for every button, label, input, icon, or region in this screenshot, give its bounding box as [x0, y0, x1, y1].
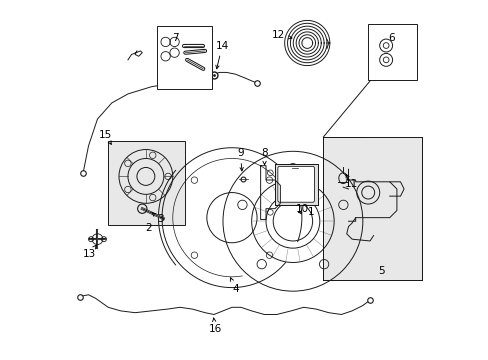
Text: 6: 6: [387, 33, 394, 43]
Text: 13: 13: [83, 245, 96, 258]
FancyBboxPatch shape: [156, 26, 212, 89]
Text: 7: 7: [172, 33, 178, 43]
Text: 5: 5: [377, 266, 384, 276]
FancyBboxPatch shape: [367, 24, 416, 80]
Text: 11: 11: [344, 175, 357, 189]
Text: 8: 8: [261, 148, 267, 165]
Text: 2: 2: [145, 224, 151, 233]
FancyBboxPatch shape: [274, 164, 317, 205]
Text: 12: 12: [271, 30, 291, 40]
Text: 3: 3: [152, 212, 163, 224]
Text: 10: 10: [295, 204, 308, 214]
Text: 4: 4: [230, 278, 238, 294]
Text: 16: 16: [208, 318, 221, 334]
Text: 1: 1: [298, 207, 313, 217]
FancyBboxPatch shape: [108, 140, 185, 225]
FancyBboxPatch shape: [277, 166, 314, 202]
Polygon shape: [323, 137, 421, 280]
Text: 9: 9: [236, 148, 243, 171]
Text: 15: 15: [99, 130, 112, 144]
Text: 14: 14: [215, 41, 228, 69]
